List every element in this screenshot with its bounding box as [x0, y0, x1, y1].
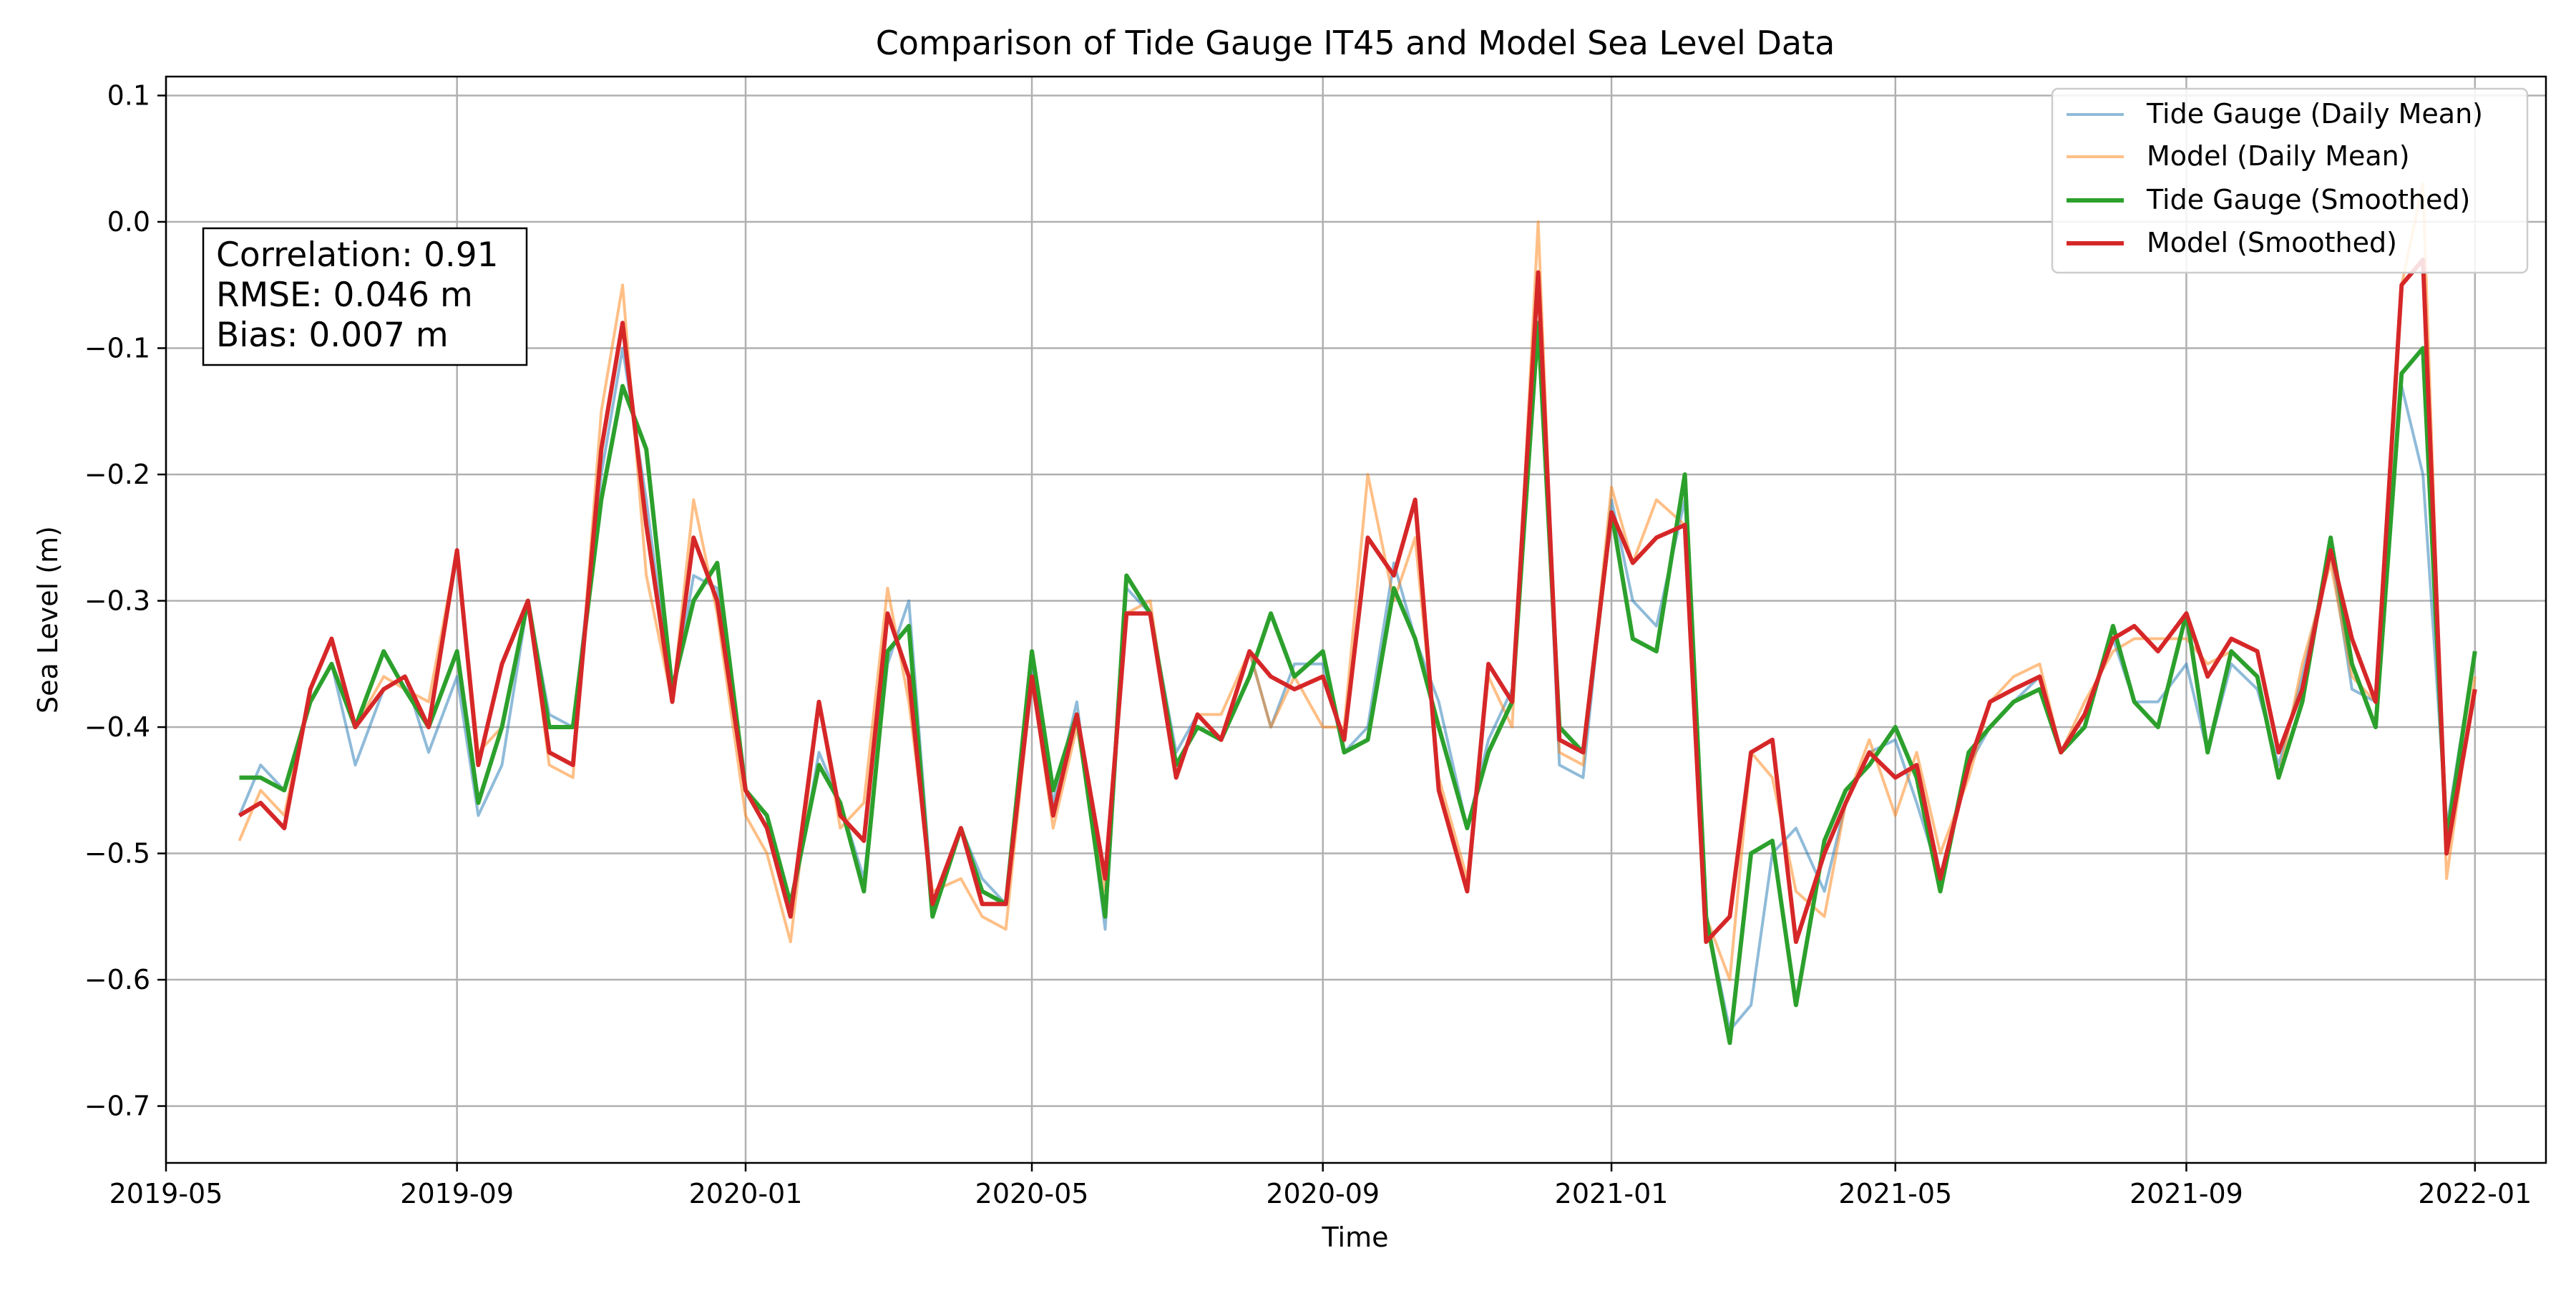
x-axis-label: Time — [1322, 1222, 1389, 1253]
x-tick-label: 2021-09 — [2129, 1178, 2243, 1209]
x-tick-label: 2020-05 — [975, 1178, 1089, 1209]
stats-rmse: RMSE: 0.046 m — [216, 276, 473, 315]
y-tick-label: −0.2 — [84, 459, 150, 490]
chart-title: Comparison of Tide Gauge IT45 and Model … — [876, 24, 1835, 62]
x-tick-label: 2022-01 — [2418, 1178, 2532, 1209]
y-tick-label: 0.1 — [107, 79, 150, 111]
stats-annotation-box: Correlation: 0.91 RMSE: 0.046 m Bias: 0.… — [202, 227, 528, 366]
x-tick-label: 2021-05 — [1838, 1178, 1952, 1209]
stats-bias: Bias: 0.007 m — [216, 316, 449, 355]
x-tick-label: 2021-01 — [1555, 1178, 1669, 1209]
y-tick-label: −0.3 — [84, 585, 150, 617]
legend-label-model-smoothed: Model (Smoothed) — [2147, 227, 2397, 258]
legend-label-tide-gauge-smoothed: Tide Gauge (Smoothed) — [2146, 184, 2470, 215]
x-tick-label: 2019-09 — [400, 1178, 514, 1209]
series-lines — [238, 182, 2477, 1046]
y-tick-label: −0.7 — [84, 1091, 150, 1122]
y-tick-label: −0.5 — [84, 838, 150, 869]
model-smoothed-line — [238, 257, 2477, 945]
y-tick-label: −0.6 — [84, 964, 150, 995]
y-tick-label: −0.4 — [84, 711, 150, 743]
x-axis-ticks: 2019-05 2019-09 2020-01 2020-05 2020-09 2021-… — [109, 1163, 2532, 1209]
legend-label-model-daily: Model (Daily Mean) — [2147, 140, 2410, 172]
legend: Tide Gauge (Daily Mean) Model (Daily Mea… — [2051, 87, 2529, 274]
y-axis-label: Sea Level (m) — [32, 526, 64, 713]
y-axis-ticks: 0.1 0.0 −0.1 −0.2 −0.3 −0.4 −0.5 −0.6 −0.7 — [84, 79, 166, 1122]
stats-correlation: Correlation: 0.91 — [216, 235, 499, 275]
y-tick-label: 0.0 — [107, 206, 150, 238]
plot-frame — [165, 75, 2547, 1164]
x-tick-label: 2020-01 — [689, 1178, 803, 1209]
legend-label-tide-gauge-daily: Tide Gauge (Daily Mean) — [2146, 98, 2483, 130]
x-tick-label: 2019-05 — [109, 1178, 223, 1209]
y-tick-label: −0.1 — [84, 333, 150, 364]
x-tick-label: 2020-09 — [1266, 1178, 1380, 1209]
